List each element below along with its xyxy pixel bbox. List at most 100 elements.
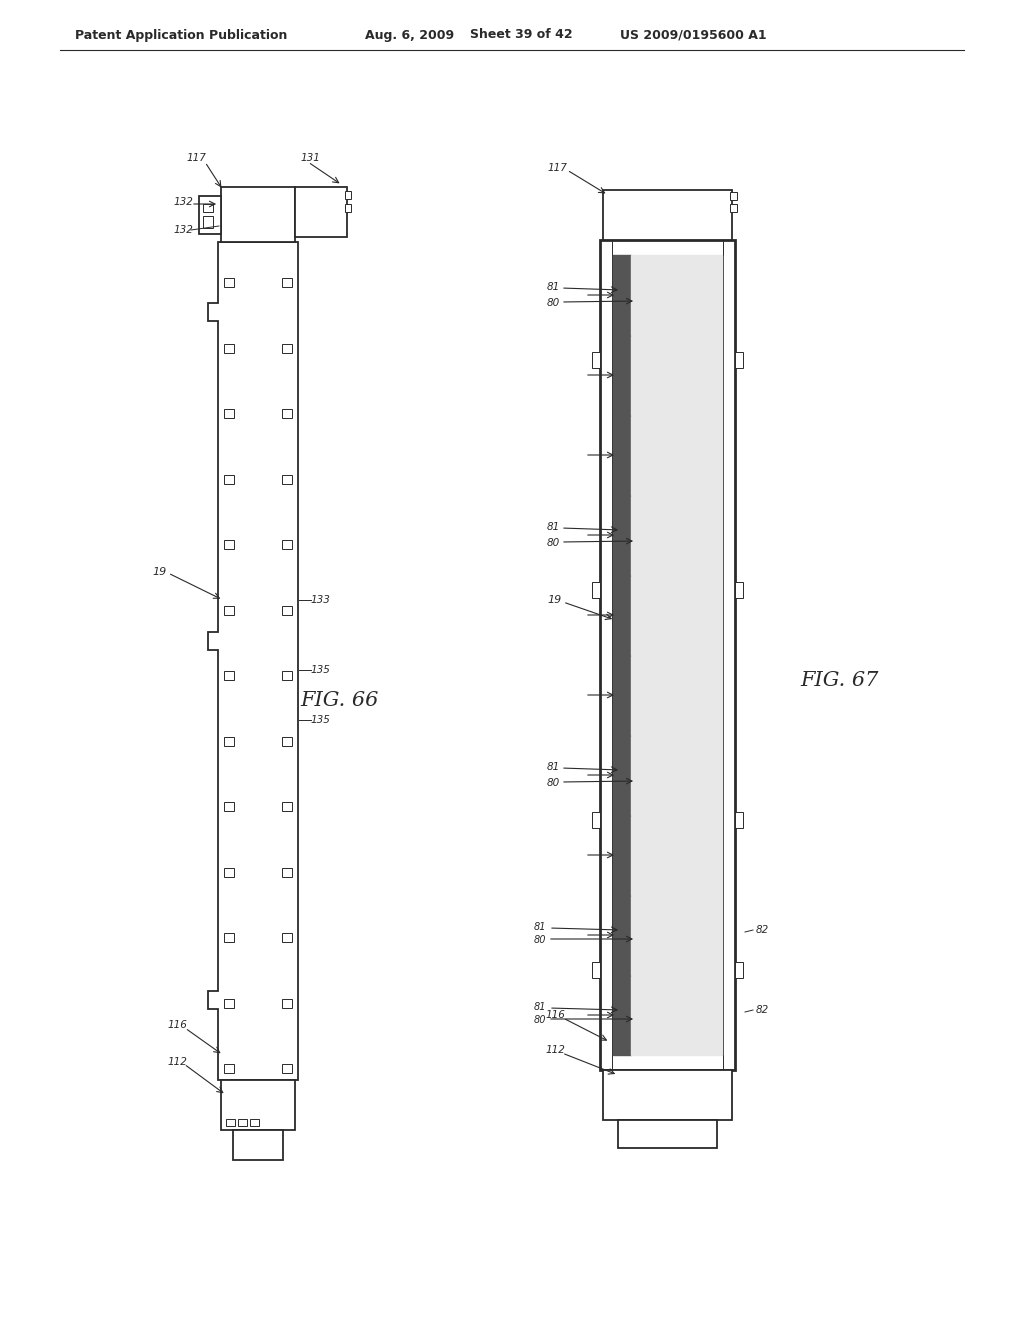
Text: 135: 135	[310, 715, 330, 725]
Polygon shape	[631, 335, 722, 414]
Bar	[238, 1119, 247, 1126]
Text: 19: 19	[548, 595, 562, 605]
Polygon shape	[631, 414, 722, 495]
Text: 132: 132	[173, 197, 193, 207]
Bar	[224, 867, 234, 876]
Text: 112: 112	[545, 1045, 565, 1055]
Bar	[224, 671, 234, 680]
Polygon shape	[631, 895, 722, 975]
Text: 81: 81	[547, 521, 560, 532]
Polygon shape	[613, 975, 631, 1055]
Bar	[224, 474, 234, 483]
Bar	[282, 279, 292, 286]
Bar	[282, 540, 292, 549]
Bar	[224, 279, 234, 286]
Text: 116: 116	[545, 1010, 565, 1020]
Bar	[618, 1119, 717, 1148]
Text: Sheet 39 of 42: Sheet 39 of 42	[470, 29, 572, 41]
Text: FIG. 67: FIG. 67	[801, 671, 880, 689]
Bar	[199, 195, 221, 234]
Text: 82: 82	[756, 925, 769, 935]
Polygon shape	[631, 814, 722, 895]
Polygon shape	[631, 576, 722, 655]
Text: 81: 81	[547, 282, 560, 292]
Text: 135: 135	[310, 665, 330, 675]
Text: 117: 117	[547, 162, 567, 173]
Polygon shape	[613, 735, 631, 814]
Bar	[233, 1130, 283, 1160]
Polygon shape	[613, 414, 631, 495]
Polygon shape	[613, 495, 631, 576]
Polygon shape	[631, 655, 722, 735]
Bar	[600, 240, 735, 1071]
Bar	[224, 803, 234, 810]
Polygon shape	[631, 255, 722, 335]
Text: 80: 80	[547, 777, 560, 788]
Text: 82: 82	[756, 1005, 769, 1015]
Bar	[603, 190, 732, 240]
Bar	[282, 343, 292, 352]
Bar	[224, 1064, 234, 1073]
Bar	[730, 205, 737, 213]
Polygon shape	[631, 975, 722, 1055]
Bar	[224, 737, 234, 746]
Bar	[224, 343, 234, 352]
Polygon shape	[613, 576, 631, 655]
Text: 80: 80	[534, 1015, 546, 1026]
Bar	[282, 933, 292, 942]
Bar	[592, 352, 600, 368]
Text: 81: 81	[534, 921, 546, 932]
Bar	[592, 962, 600, 978]
Bar	[730, 191, 737, 201]
Text: 132: 132	[173, 224, 193, 235]
Bar	[282, 803, 292, 810]
Bar	[282, 737, 292, 746]
Bar	[224, 606, 234, 615]
Text: 80: 80	[547, 539, 560, 548]
Bar	[224, 998, 234, 1007]
Bar	[224, 540, 234, 549]
Text: 112: 112	[167, 1057, 187, 1067]
Bar	[282, 867, 292, 876]
Text: 133: 133	[310, 595, 330, 605]
Bar	[345, 191, 351, 199]
Polygon shape	[613, 335, 631, 414]
Text: 81: 81	[534, 1002, 546, 1012]
Bar	[282, 1064, 292, 1073]
Bar	[592, 812, 600, 828]
Polygon shape	[613, 895, 631, 975]
Bar	[282, 671, 292, 680]
Text: 80: 80	[534, 935, 546, 945]
Bar	[345, 205, 351, 213]
Bar	[735, 962, 743, 978]
Text: Aug. 6, 2009: Aug. 6, 2009	[365, 29, 454, 41]
Bar	[735, 352, 743, 368]
Text: 19: 19	[153, 568, 167, 577]
Text: 131: 131	[300, 153, 319, 162]
Text: Patent Application Publication: Patent Application Publication	[75, 29, 288, 41]
Bar	[295, 187, 347, 238]
Bar	[224, 933, 234, 942]
Bar	[224, 409, 234, 418]
Bar	[603, 1071, 732, 1119]
Text: 80: 80	[547, 298, 560, 308]
Bar	[221, 187, 295, 242]
Text: US 2009/0195600 A1: US 2009/0195600 A1	[620, 29, 767, 41]
Text: 81: 81	[547, 762, 560, 772]
Bar	[203, 216, 213, 228]
Bar	[592, 582, 600, 598]
Polygon shape	[613, 814, 631, 895]
Bar	[226, 1119, 234, 1126]
Polygon shape	[631, 735, 722, 814]
Bar	[282, 474, 292, 483]
Polygon shape	[613, 655, 631, 735]
Bar	[221, 1080, 295, 1130]
Text: 117: 117	[186, 153, 206, 162]
Polygon shape	[613, 255, 631, 335]
Bar	[282, 606, 292, 615]
Bar	[735, 812, 743, 828]
Bar	[282, 409, 292, 418]
Bar	[250, 1119, 259, 1126]
Polygon shape	[631, 495, 722, 576]
Bar	[203, 205, 213, 213]
